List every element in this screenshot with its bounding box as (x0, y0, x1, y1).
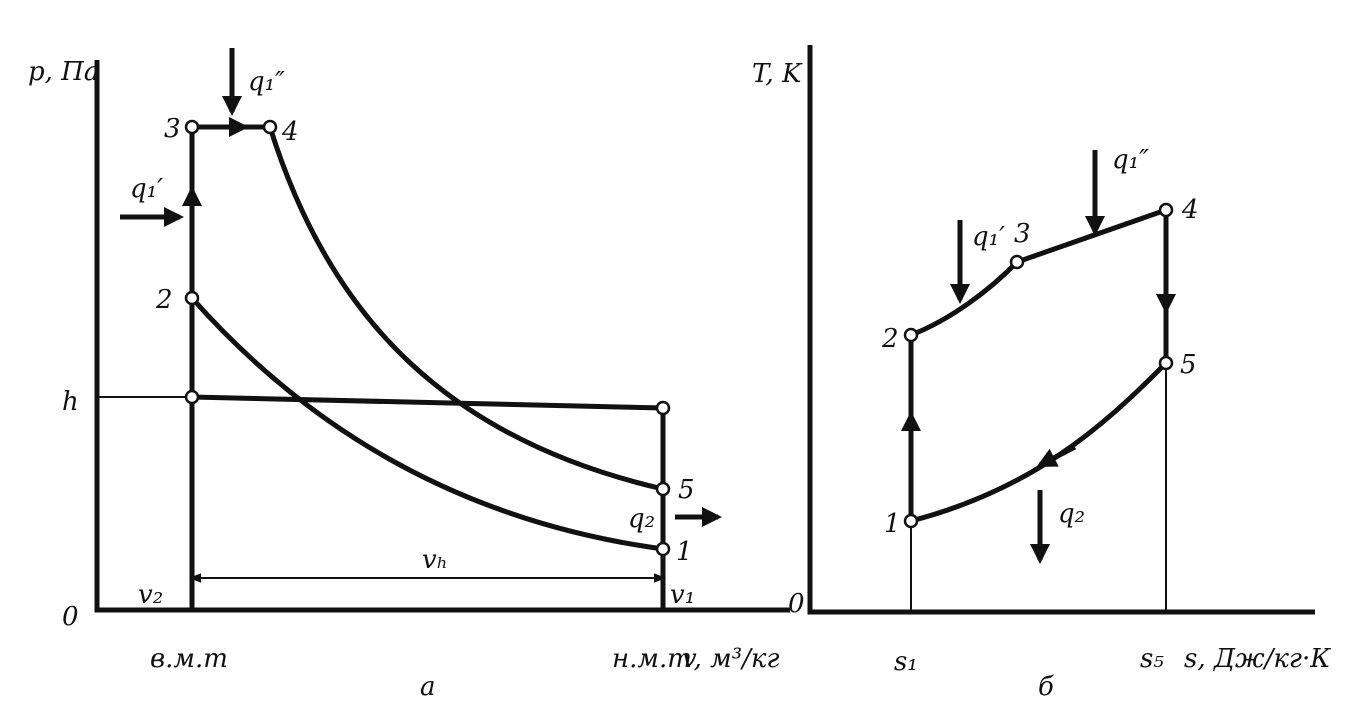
axis-label: p, Па (28, 57, 99, 87)
point (655, 541, 671, 557)
label: 4 (281, 117, 299, 147)
label: s₁ (894, 647, 918, 677)
arrow (1036, 444, 1077, 468)
isochore-left (189, 124, 270, 610)
drop-lines (910, 363, 1167, 612)
label: 5 (678, 475, 695, 505)
point (1158, 355, 1174, 371)
diagram-a: p, Па 0 h 3 4 2 5 1 q₁″ q₁′ q₂ vₕ v₂ v₁ … (28, 48, 790, 702)
point (903, 513, 919, 529)
label: s₅ (1140, 644, 1164, 674)
label: 1 (676, 537, 693, 567)
caption: б (1038, 672, 1054, 702)
label: q₁″ (248, 67, 285, 97)
label: 3 (164, 114, 181, 144)
label: q₂ (1058, 499, 1085, 529)
label: 1 (884, 509, 901, 539)
axis-label: v, м³/кг (682, 644, 780, 674)
point (1009, 254, 1025, 270)
expansion (267, 126, 664, 492)
point (1158, 202, 1174, 218)
point (184, 389, 200, 405)
point (262, 119, 278, 135)
label: н.м.т (612, 644, 692, 674)
label: h (62, 387, 79, 417)
point (903, 327, 919, 343)
origin: 0 (788, 589, 805, 619)
label: q₁′ (972, 222, 1005, 252)
axes (94, 60, 790, 613)
axis-label: T, K (752, 59, 803, 89)
heat-input (908, 206, 1169, 521)
label: 5 (1180, 350, 1197, 380)
label: vₕ (422, 545, 448, 575)
point (184, 290, 200, 306)
origin: 0 (62, 602, 79, 632)
label: v₁ (670, 580, 695, 610)
axes (807, 45, 1315, 615)
label: q₂ (628, 504, 655, 534)
label: 4 (1181, 195, 1199, 225)
label: в.м.т (150, 644, 228, 674)
compression (190, 296, 664, 552)
label: q₁′ (130, 174, 163, 204)
point (655, 481, 671, 497)
axis-label: s, Дж/кг·К (1184, 644, 1331, 674)
diagram-b: T, K 0 1 2 3 4 5 q₁′ q₁″ q₂ s₁ s₅ s, Дж/… (752, 45, 1331, 702)
label: 2 (155, 285, 173, 315)
label: q₁″ (1112, 145, 1149, 175)
label: 2 (881, 324, 899, 354)
point (184, 119, 200, 135)
caption: а (420, 672, 436, 702)
point (655, 400, 671, 416)
label: 3 (1014, 219, 1031, 249)
label: v₂ (138, 580, 163, 610)
